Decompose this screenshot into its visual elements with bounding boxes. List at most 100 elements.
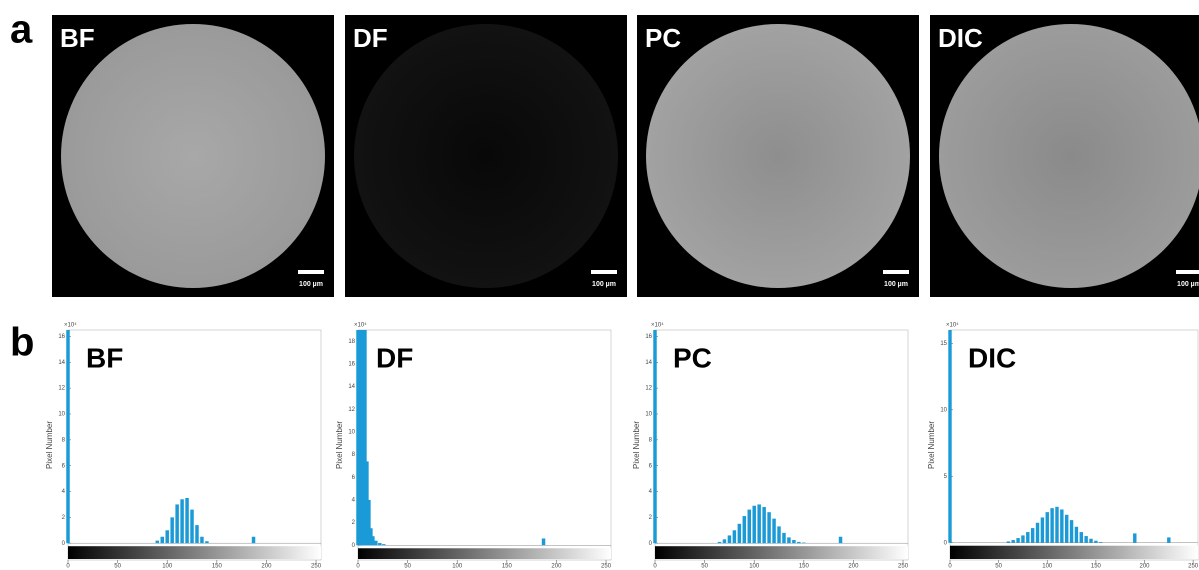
histogram-bar [718, 542, 721, 543]
histogram-bar [374, 541, 377, 546]
scale-bar-label: 100 µm [592, 281, 616, 288]
scale-bar-label: 100 µm [884, 281, 908, 288]
histogram-bar [1075, 527, 1078, 543]
histogram-bar [653, 330, 656, 543]
figure: a b BF100 µmDF100 µmPC100 µmDIC100 µm 02… [0, 0, 1199, 570]
histogram-bar [161, 537, 164, 543]
panel-label: b [10, 321, 34, 365]
histogram-bar [1007, 541, 1010, 542]
colorbar [655, 546, 908, 559]
x-tick-label: 100 [162, 564, 173, 570]
y-tick-label: 4 [62, 489, 66, 495]
y-tick-label: 10 [348, 430, 355, 436]
histogram-bar [743, 516, 746, 543]
y-tick-label: 5 [944, 474, 948, 480]
x-tick-label: 150 [502, 564, 513, 570]
y-tick-label: 10 [645, 412, 652, 418]
histogram-bar [767, 512, 770, 543]
histogram-bar [180, 499, 183, 543]
x-tick-label: 150 [212, 564, 223, 570]
colorbar [68, 546, 321, 559]
y-tick-label: 0 [352, 543, 356, 549]
image-label: BF [60, 23, 95, 53]
histogram-bar [1065, 515, 1068, 543]
histogram-bar [1167, 537, 1170, 542]
colorbar [950, 546, 1198, 559]
y-scale-label: ×10⁴ [651, 322, 664, 329]
histogram-bar [782, 533, 785, 543]
x-tick-label: 50 [114, 564, 121, 570]
x-tick-label: 50 [404, 564, 411, 570]
histogram-bar [1036, 523, 1039, 543]
y-tick-label: 0 [944, 540, 948, 546]
histogram-bar [190, 510, 193, 544]
x-tick-label: 100 [452, 564, 463, 570]
histogram-bar [787, 537, 790, 543]
histogram-bar [378, 543, 381, 545]
histogram-bar [371, 536, 374, 545]
histogram-bar [1094, 541, 1097, 543]
y-tick-label: 10 [58, 412, 65, 418]
histogram-bar [1080, 532, 1083, 543]
y-axis-label: Pixel Number [45, 421, 54, 469]
field-of-view [354, 24, 618, 288]
x-tick-label: 200 [261, 564, 272, 570]
histogram-bar [1046, 512, 1049, 543]
y-tick-label: 2 [649, 515, 653, 521]
y-tick-label: 0 [649, 541, 653, 547]
x-tick-label: 250 [311, 564, 322, 570]
y-tick-label: 14 [58, 360, 65, 366]
y-tick-label: 8 [62, 437, 66, 443]
histogram-bar [185, 498, 188, 543]
y-tick-label: 16 [58, 334, 65, 340]
chart-title: PC [673, 342, 712, 373]
y-tick-label: 15 [940, 341, 947, 347]
x-tick-label: 100 [749, 564, 760, 570]
histogram-bar [839, 537, 842, 543]
x-tick-label: 250 [898, 564, 909, 570]
scale-bar-label: 100 µm [1177, 281, 1199, 288]
histogram-bar [252, 537, 255, 543]
chart-title: BF [86, 342, 123, 373]
histogram-bar [752, 506, 755, 543]
histogram-bar [1016, 538, 1019, 543]
y-tick-label: 6 [352, 475, 356, 481]
y-tick-label: 12 [58, 386, 65, 392]
y-axis-label: Pixel Number [335, 421, 344, 469]
colorbar [358, 548, 611, 559]
x-tick-label: 100 [1042, 564, 1053, 570]
histogram-bar [723, 539, 726, 543]
histogram-bar [797, 542, 800, 543]
y-tick-label: 0 [62, 541, 66, 547]
histogram-bar [1050, 508, 1053, 543]
histogram-bar [738, 524, 741, 543]
image-label: DF [353, 23, 388, 53]
histogram-bar [1133, 533, 1136, 542]
x-tick-label: 50 [701, 564, 708, 570]
y-tick-label: 6 [649, 463, 653, 469]
y-tick-label: 14 [645, 360, 652, 366]
y-tick-label: 8 [649, 437, 653, 443]
x-tick-label: 150 [799, 564, 810, 570]
x-tick-label: 250 [1188, 564, 1199, 570]
y-tick-label: 2 [352, 520, 356, 526]
histogram-bar [66, 330, 69, 543]
scale-bar-label: 100 µm [299, 281, 323, 288]
y-scale-label: ×10⁴ [946, 322, 959, 329]
histogram-bar [757, 504, 760, 543]
y-tick-label: 10 [940, 407, 947, 413]
x-tick-label: 200 [1140, 564, 1151, 570]
y-tick-label: 4 [649, 489, 653, 495]
panel-label: a [10, 8, 33, 52]
histogram-bar [175, 504, 178, 543]
x-tick-label: 0 [948, 564, 952, 570]
y-tick-label: 6 [62, 463, 66, 469]
histogram-bar [1084, 536, 1087, 543]
y-tick-label: 16 [645, 334, 652, 340]
image-label: PC [645, 23, 681, 53]
histogram-bar [733, 530, 736, 543]
histogram-bar [1012, 540, 1015, 543]
scale-bar [298, 270, 324, 274]
histogram-bar [200, 537, 203, 543]
histogram-bar [205, 541, 208, 543]
